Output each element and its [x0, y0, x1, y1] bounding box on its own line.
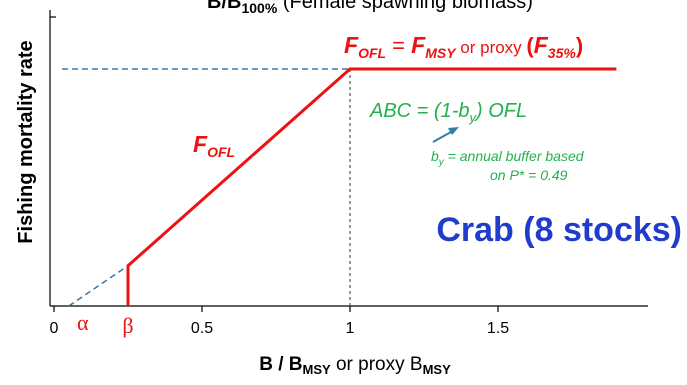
- fmsy-f: F: [411, 32, 426, 58]
- fofl-line-f: F: [193, 131, 208, 157]
- fofl-rule-annotation: FOFL = FMSY or proxy (F35%): [344, 32, 583, 61]
- paren-close: ): [576, 33, 583, 58]
- f35-sub: 35%: [548, 45, 577, 61]
- y-axis-label: Fishing mortality rate: [15, 40, 37, 243]
- xlabel-sub2: MSY: [423, 362, 452, 377]
- xlabel-sub1: MSY: [303, 362, 332, 377]
- crab-stocks-label: Crab (8 stocks): [436, 211, 682, 249]
- x-tick-label: 0: [50, 320, 59, 337]
- title-main: B/B: [207, 0, 241, 13]
- alpha-label: α: [77, 310, 89, 335]
- title-rest: (Female spawning biomass): [277, 0, 533, 13]
- buffer-b: b: [431, 148, 439, 164]
- fofl-line-sub: OFL: [207, 144, 235, 160]
- buffer-note-line2: on P* = 0.49: [490, 167, 568, 183]
- buffer-arrow-head: [448, 127, 459, 135]
- chart-title: B/B100% (Female spawning biomass): [207, 0, 533, 16]
- buffer-sub: y: [438, 157, 445, 168]
- xlabel-middle: or proxy B: [331, 354, 423, 375]
- x-tick-label: 1: [346, 320, 355, 337]
- fofl-control-rule-line: [126, 67, 617, 306]
- f35-f: F: [534, 32, 549, 58]
- paren-open: (: [526, 33, 534, 58]
- xlabel-prefix: B / B: [259, 354, 302, 375]
- x-tick-label: 1.5: [487, 320, 509, 337]
- fofl-sub: OFL: [358, 45, 386, 61]
- buffer-note-line1: by = annual buffer based: [431, 148, 585, 168]
- abc-pre: ABC = (1-b: [369, 100, 469, 122]
- abc-post: ) OFL: [474, 100, 527, 122]
- x-tick-label: 0.5: [191, 320, 213, 337]
- x-axis-label: B / BMSY or proxy BMSY: [259, 354, 451, 377]
- beta-label: β: [122, 313, 133, 338]
- buffer-arrow-shaft: [432, 131, 452, 143]
- fofl-f: F: [344, 32, 359, 58]
- abc-sub: y: [468, 110, 477, 125]
- fofl-eq: =: [386, 33, 411, 58]
- extension-to-alpha-line: [68, 265, 129, 307]
- buffer-rest: = annual buffer based: [444, 148, 585, 164]
- title-subscript: 100%: [241, 0, 277, 16]
- abc-formula: ABC = (1-by) OFL: [369, 100, 527, 125]
- fofl-line-label: FOFL: [193, 131, 235, 160]
- or-proxy-text: or proxy: [456, 38, 527, 57]
- fmsy-sub: MSY: [425, 45, 457, 61]
